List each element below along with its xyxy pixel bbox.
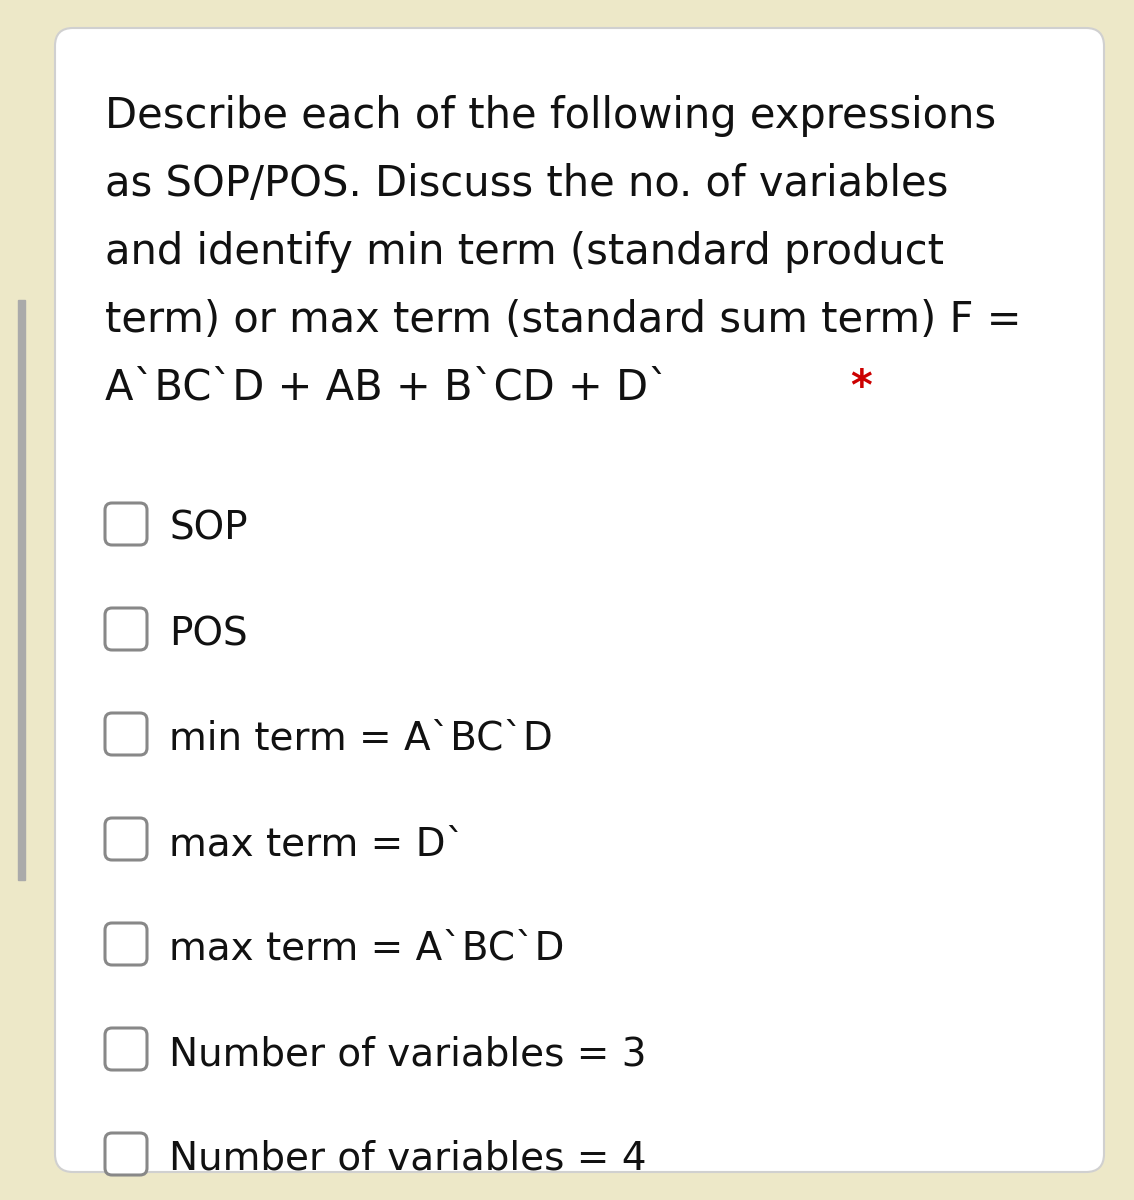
- Text: max term = D`: max term = D`: [169, 826, 465, 863]
- FancyBboxPatch shape: [105, 608, 147, 650]
- FancyBboxPatch shape: [105, 1133, 147, 1175]
- FancyBboxPatch shape: [105, 818, 147, 860]
- Bar: [18, 300, 25, 880]
- Text: and identify min term (standard product: and identify min term (standard product: [105, 230, 943, 272]
- FancyBboxPatch shape: [56, 28, 1105, 1172]
- Text: as SOP/POS. Discuss the no. of variables: as SOP/POS. Discuss the no. of variables: [105, 163, 948, 205]
- Text: Number of variables = 3: Number of variables = 3: [169, 1034, 646, 1073]
- Text: max term = A`BC`D: max term = A`BC`D: [169, 930, 565, 968]
- FancyBboxPatch shape: [105, 1028, 147, 1070]
- Text: SOP: SOP: [169, 510, 247, 548]
- Text: POS: POS: [169, 614, 247, 653]
- FancyBboxPatch shape: [105, 923, 147, 965]
- Text: min term = A`BC`D: min term = A`BC`D: [169, 720, 552, 758]
- Text: Describe each of the following expressions: Describe each of the following expressio…: [105, 95, 996, 137]
- Text: term) or max term (standard sum term) F =: term) or max term (standard sum term) F …: [105, 299, 1022, 341]
- Text: *: *: [849, 367, 872, 409]
- FancyBboxPatch shape: [105, 713, 147, 755]
- Text: A`BC`D + AB + B`CD + D`: A`BC`D + AB + B`CD + D`: [105, 367, 683, 409]
- Text: Number of variables = 4: Number of variables = 4: [169, 1140, 646, 1178]
- FancyBboxPatch shape: [105, 503, 147, 545]
